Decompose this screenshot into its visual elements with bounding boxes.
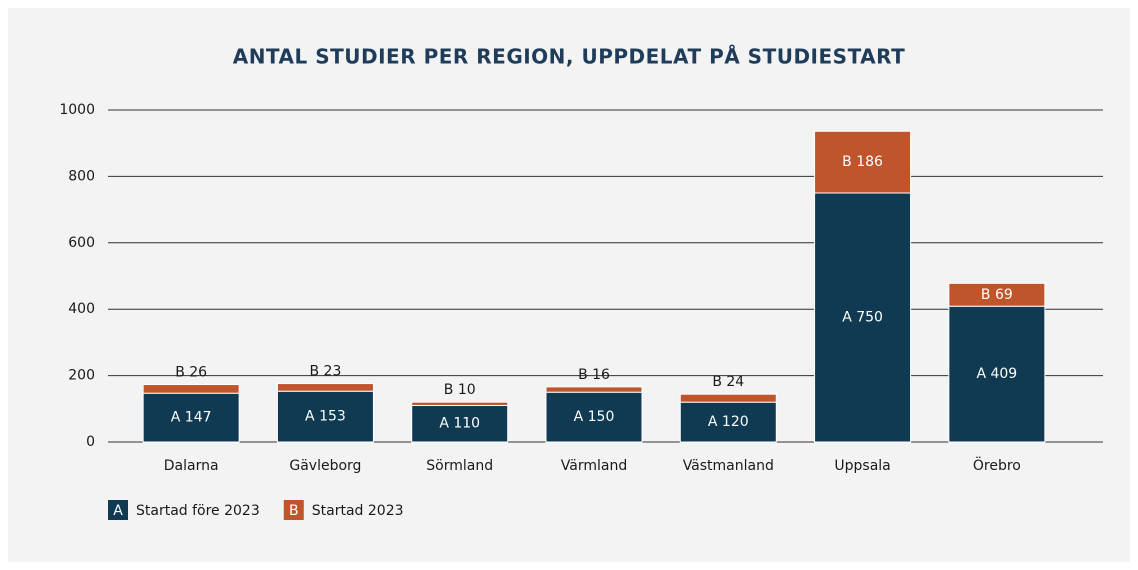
bar-segment [814, 130, 912, 194]
data-label: A 153 [305, 409, 346, 425]
bar-segment [814, 192, 912, 443]
x-tick-label: Uppsala [834, 458, 890, 474]
x-tick-label: Örebro [973, 456, 1021, 474]
bar-segment [142, 392, 240, 443]
data-label: B 16 [578, 367, 610, 383]
x-tick-label: Gävleborg [289, 458, 361, 474]
panel [8, 8, 1130, 562]
data-label: A 150 [574, 409, 615, 425]
y-tick-label: 0 [86, 434, 95, 450]
bar-segment [545, 386, 643, 393]
bar-segment [276, 383, 374, 392]
bar-segment [142, 384, 240, 394]
x-tick-label: Västmanland [683, 458, 774, 474]
data-label: B 26 [175, 365, 207, 381]
data-label: A 147 [171, 410, 212, 426]
data-label: B 186 [842, 154, 883, 170]
data-label: B 24 [712, 374, 744, 390]
x-tick-label: Värmland [561, 458, 627, 474]
data-label: B 69 [981, 287, 1013, 303]
legend-letter: B [289, 503, 299, 519]
legend-swatch [108, 500, 128, 520]
data-label: A 110 [439, 416, 480, 432]
bar-segment [545, 391, 643, 443]
y-tick-label: 1000 [59, 102, 95, 118]
x-tick-label: Dalarna [164, 458, 219, 474]
bar-segment [679, 401, 777, 443]
data-label: B 10 [444, 382, 476, 398]
y-tick-label: 200 [68, 368, 95, 384]
chart-title: ANTAL STUDIER PER REGION, UPPDELAT PÅ ST… [233, 45, 906, 69]
bar-segment [679, 393, 777, 403]
bar-segment [948, 305, 1046, 443]
legend-swatch [283, 500, 304, 520]
legend-label: Startad före 2023 [136, 503, 260, 519]
legend-label: Startad 2023 [312, 503, 404, 519]
data-label: A 750 [842, 310, 883, 326]
bar-segment [276, 390, 374, 443]
y-tick-label: 800 [68, 168, 95, 184]
data-label: A 409 [976, 366, 1017, 382]
x-tick-label: Sörmland [426, 458, 493, 474]
data-label: B 23 [309, 364, 341, 380]
y-tick-label: 400 [68, 301, 95, 317]
data-label: A 120 [708, 414, 749, 430]
y-tick-label: 600 [68, 235, 95, 251]
bar-segment [411, 401, 509, 406]
legend-letter: A [113, 503, 123, 519]
bar-segment [948, 282, 1046, 307]
